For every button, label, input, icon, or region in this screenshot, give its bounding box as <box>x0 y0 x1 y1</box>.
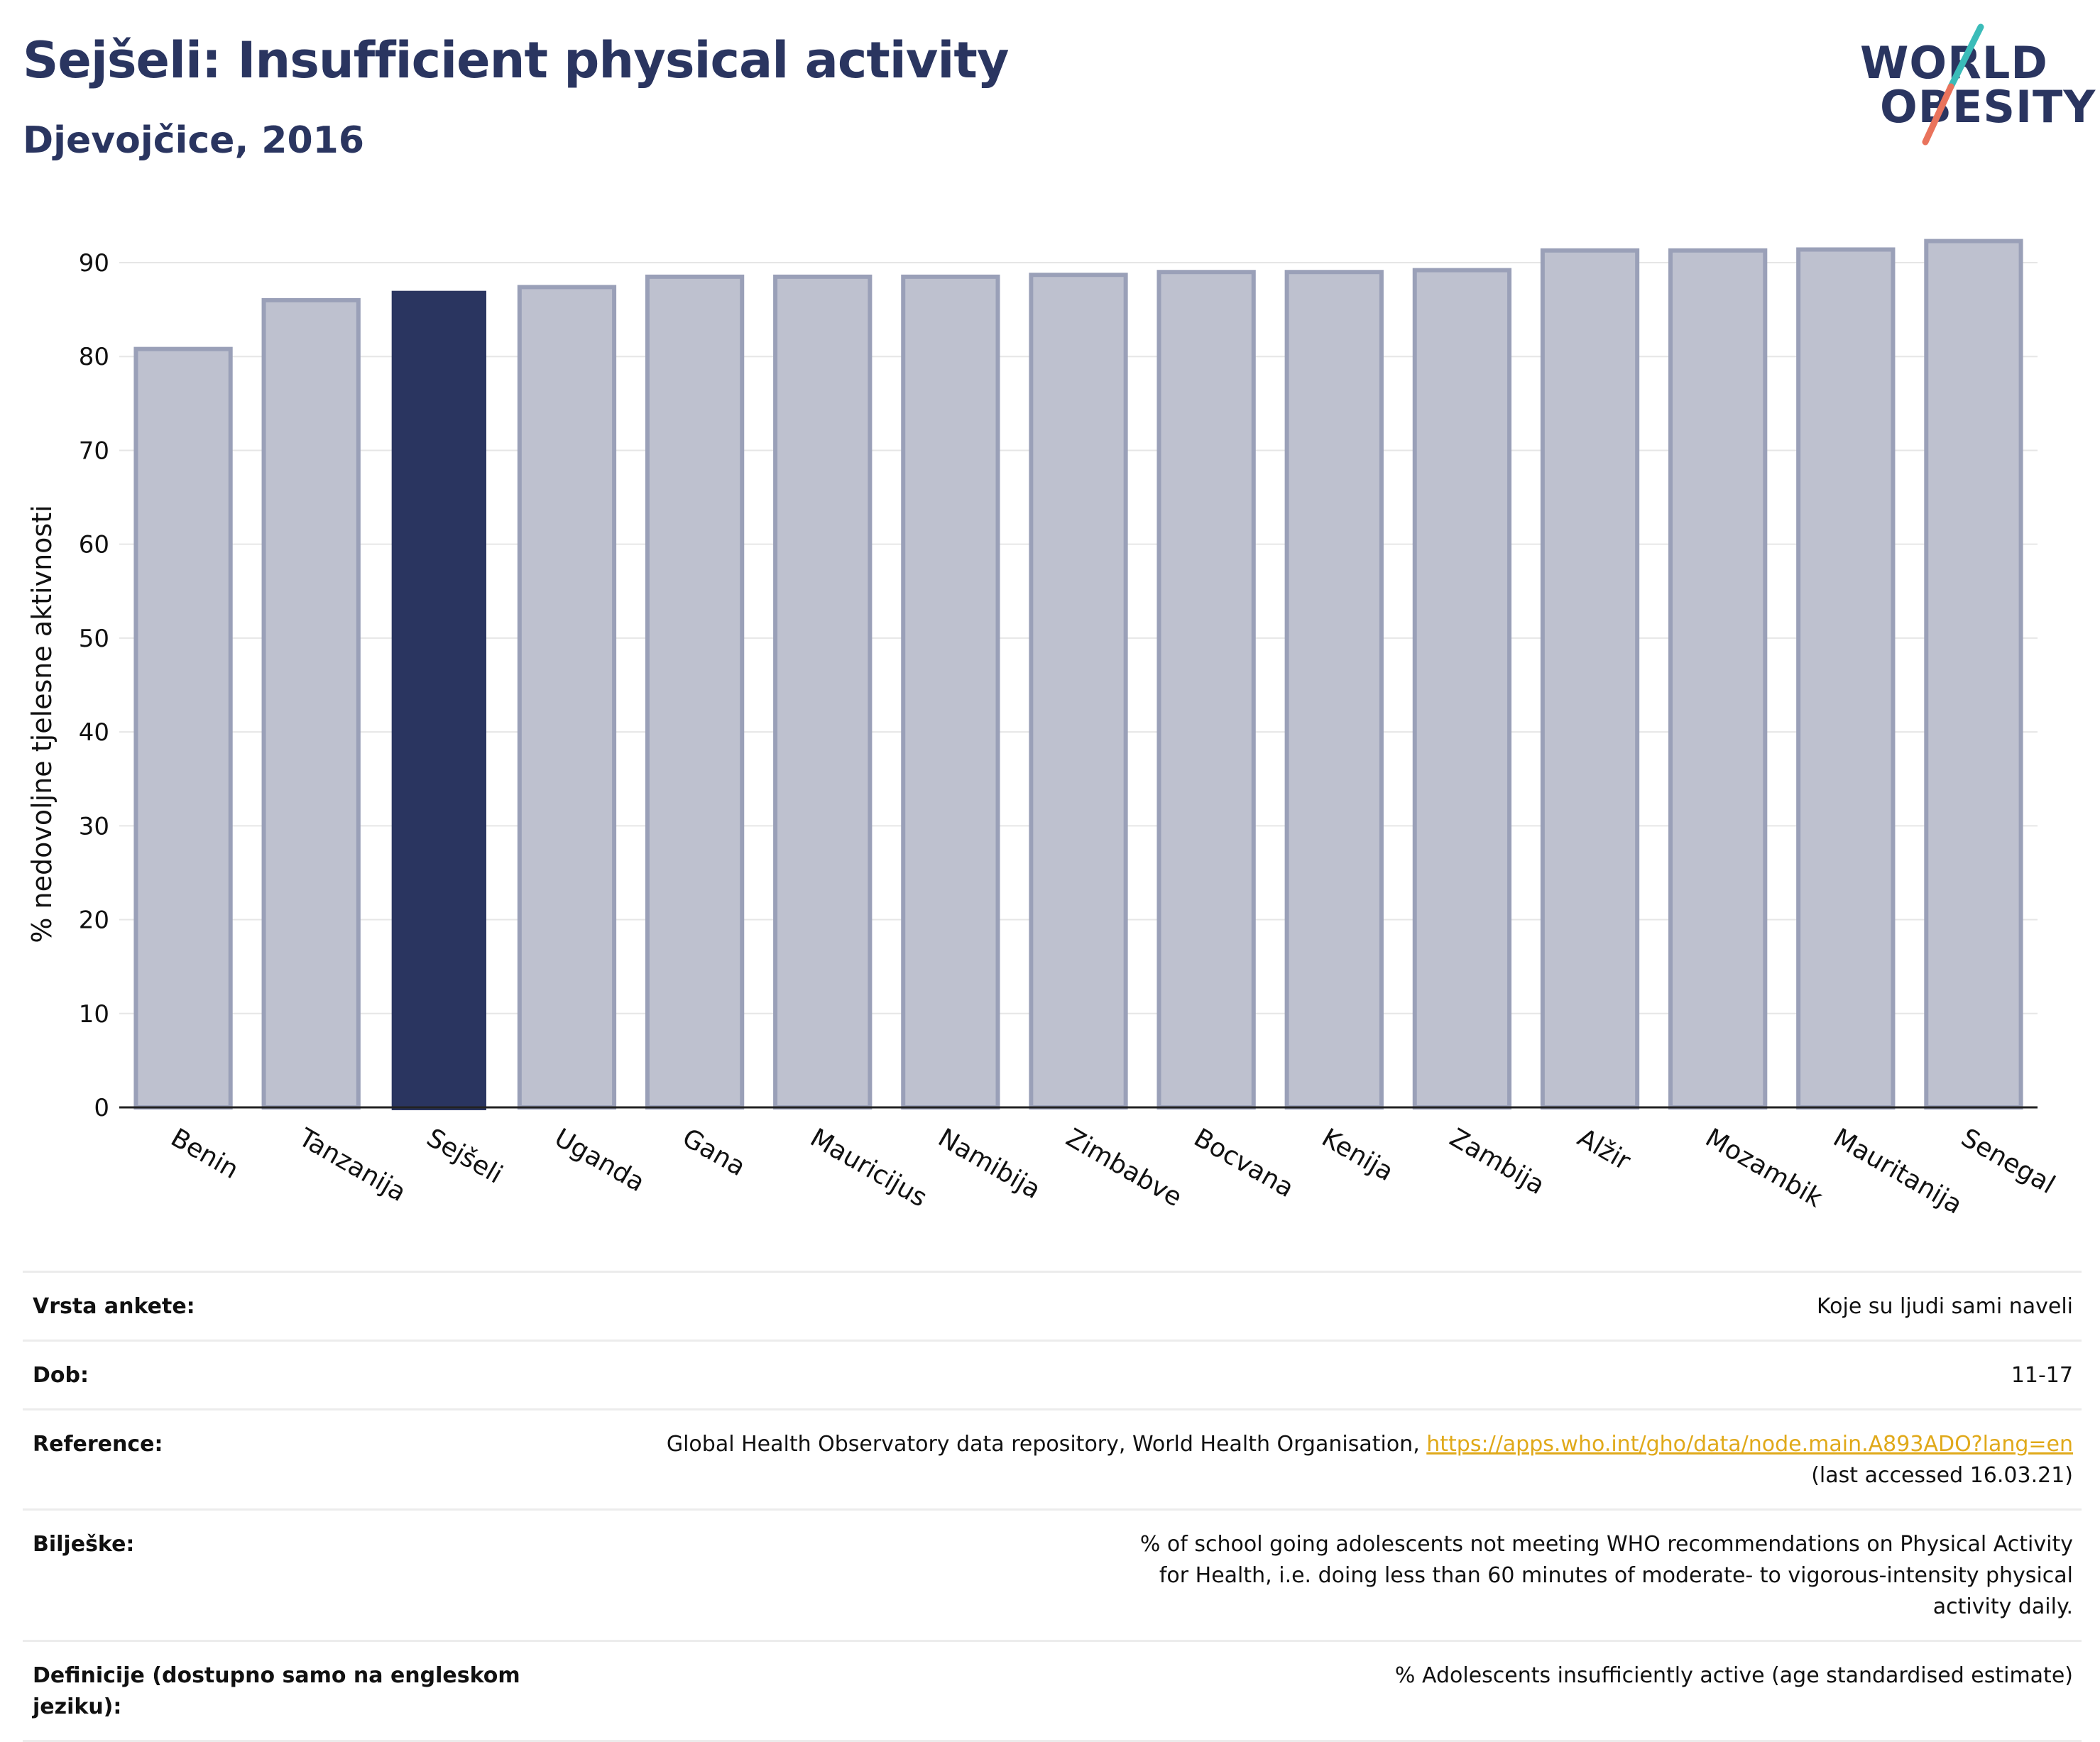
info-key: Reference: <box>33 1432 163 1457</box>
info-value: Global Health Observatory data repositor… <box>544 1429 2082 1491</box>
page-title: Sejšeli: Insufficient physical activity <box>23 31 1010 89</box>
bar-bocvana <box>1156 270 1256 1110</box>
bar-senegal <box>1924 239 2023 1110</box>
bars <box>133 239 2023 1110</box>
info-row-definitions: Definicije (dostupno samo na engleskom j… <box>23 1640 2082 1742</box>
world-obesity-logo: WORLD OBESITY <box>1846 21 2095 149</box>
x-tick-label: Mozambik <box>1700 1123 1827 1213</box>
info-table: Vrsta ankete: Koje su ljudi sami naveli … <box>23 1271 2082 1742</box>
info-key: Vrsta ankete: <box>33 1294 195 1319</box>
y-tick-label: 10 <box>79 1000 109 1029</box>
x-tick-label: Zambija <box>1445 1123 1550 1200</box>
y-axis-label: % nedovoljne tjelesne aktivnosti <box>26 505 58 943</box>
bar-zimbabve <box>1029 273 1128 1110</box>
info-key: Dob: <box>33 1363 89 1388</box>
info-key: Definicije (dostupno samo na engleskom j… <box>33 1663 520 1719</box>
info-value: Koje su ljudi sami naveli <box>1816 1294 2073 1319</box>
y-tick-label: 40 <box>79 718 109 747</box>
x-tick-label: Alžir <box>1573 1123 1636 1176</box>
y-tick-label: 70 <box>79 437 109 465</box>
info-row-reference: Reference: Global Health Observatory dat… <box>23 1408 2082 1508</box>
x-tick-label: Benin <box>166 1123 244 1185</box>
bar-chart: 0 10 20 30 40 50 60 70 80 90 Benin Tanzanija Sejšel… <box>26 239 2060 1220</box>
y-tick-label: 50 <box>79 625 109 653</box>
y-ticks: 0 10 20 30 40 50 60 70 80 90 <box>79 249 109 1122</box>
x-tick-label: Zimbabve <box>1061 1123 1187 1212</box>
bar-gana <box>645 274 745 1110</box>
x-tick-label: Tanzanija <box>293 1123 411 1207</box>
bar-zambija <box>1412 268 1512 1110</box>
x-tick-label: Sejšeli <box>422 1123 508 1189</box>
logo-line-2: OBESITY <box>1880 81 2096 133</box>
reference-text: Global Health Observatory data repositor… <box>666 1432 1427 1457</box>
bar-mozambik <box>1668 248 1768 1110</box>
x-tick-label: Namibija <box>933 1123 1045 1205</box>
reference-link[interactable]: https://apps.who.int/gho/data/node.main.… <box>1426 1432 2073 1457</box>
bar-uganda <box>517 285 617 1110</box>
info-row-notes: Bilješke: % of school going adolescents … <box>23 1508 2082 1640</box>
y-tick-label: 80 <box>79 343 109 371</box>
bar-kenija <box>1284 270 1384 1110</box>
logo-slash-icon <box>1922 23 1984 146</box>
x-tick-label: Senegal <box>1956 1123 2060 1200</box>
info-row-survey: Vrsta ankete: Koje su ljudi sami naveli <box>23 1271 2082 1340</box>
bar-tanzanija <box>261 297 361 1110</box>
info-key: Bilješke: <box>33 1532 135 1557</box>
info-value: % of school going adolescents not meetin… <box>1139 1532 2073 1619</box>
y-tick-label: 20 <box>79 906 109 935</box>
info-value: % Adolescents insufficiently active (age… <box>1394 1663 2073 1688</box>
bar-benin <box>133 346 233 1110</box>
y-tick-label: 30 <box>79 812 109 840</box>
bar-alžir <box>1540 248 1640 1110</box>
x-tick-label: Gana <box>677 1123 750 1182</box>
x-tick-label: Mauricijus <box>805 1123 931 1213</box>
bar-mauritanija <box>1796 247 1896 1110</box>
x-tick-label: Bocvana <box>1189 1123 1299 1203</box>
x-tick-label: Uganda <box>549 1123 650 1198</box>
y-tick-label: 90 <box>79 249 109 278</box>
bar-mauricijus <box>773 274 873 1110</box>
info-row-age: Dob: 11-17 <box>23 1340 2082 1408</box>
x-tick-label: Mauritanija <box>1828 1123 1967 1220</box>
y-tick-label: 60 <box>79 531 109 559</box>
page-subtitle: Djevojčice, 2016 <box>23 119 365 162</box>
x-tick-label: Kenija <box>1317 1123 1399 1187</box>
y-tick-label: 0 <box>94 1094 109 1122</box>
bar-sejšeli <box>391 290 486 1110</box>
bar-namibija <box>901 274 1000 1110</box>
x-ticks: Benin Tanzanija Sejšeli Uganda Gana Mauriciju… <box>166 1123 2060 1220</box>
reference-accessed: (last accessed 16.03.21) <box>1811 1463 2073 1488</box>
info-value: 11-17 <box>2011 1363 2073 1388</box>
